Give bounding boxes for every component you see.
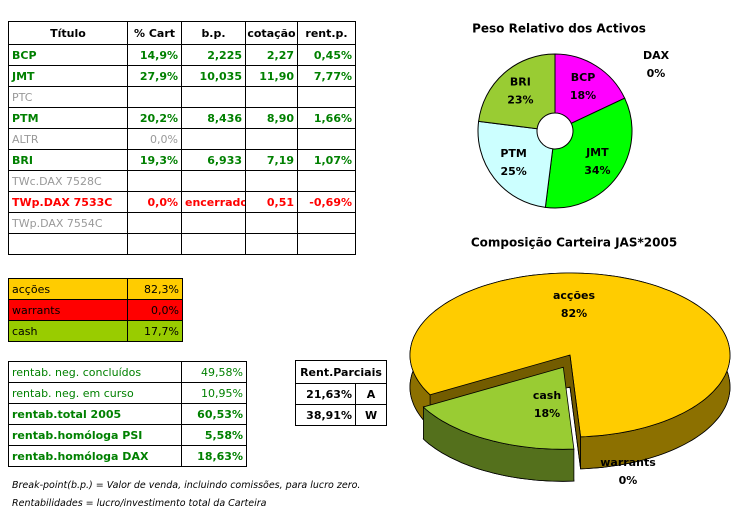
slice-value-label: 0% bbox=[647, 67, 666, 80]
slice-label: DAX bbox=[643, 49, 670, 62]
cell bbox=[297, 233, 356, 255]
slice-value-label: 82% bbox=[561, 307, 587, 320]
cell: W bbox=[354, 404, 388, 426]
row: cash 17,7% bbox=[8, 320, 183, 342]
note: Break-point(b.p.) = Valor de venda, incl… bbox=[12, 480, 361, 491]
slice bbox=[477, 120, 554, 208]
positions-table: Título% Cart b.p. cotação rent.p. BCP 14,9% 2,… bbox=[8, 21, 356, 255]
row: TWc.DAX 7528C bbox=[8, 170, 356, 192]
slice-label: acções bbox=[553, 289, 595, 302]
row: rentab. neg. em curso 10,95% bbox=[8, 382, 247, 404]
cell: 5,58% bbox=[181, 424, 247, 446]
slice-value-label: 18% bbox=[570, 89, 596, 102]
slice bbox=[409, 272, 731, 438]
row bbox=[8, 233, 356, 255]
note: Rentabilidades = lucro/investimento tota… bbox=[12, 498, 267, 509]
cell: -0,69% bbox=[297, 191, 356, 213]
slice-label: JMT bbox=[585, 146, 609, 159]
cell: cash bbox=[8, 320, 128, 342]
cell: 17,7% bbox=[127, 320, 183, 342]
returns-table: rentab. neg. concluídos 49,58% rentab. neg… bbox=[8, 361, 247, 467]
slice bbox=[478, 53, 556, 130]
slice-label: BRI bbox=[510, 76, 531, 89]
cell: 38,91% bbox=[295, 404, 356, 426]
cell: PTC bbox=[8, 86, 128, 108]
row: rentab.homóloga PSI 5,58% bbox=[8, 424, 247, 446]
header-cell: cotação bbox=[245, 21, 298, 45]
cell: rentab.homóloga DAX bbox=[8, 445, 182, 467]
cell: 14,9% bbox=[127, 44, 182, 66]
cell: 7,19 bbox=[245, 149, 298, 171]
cell: 60,53% bbox=[181, 403, 247, 425]
slice-value-label: 0% bbox=[619, 474, 638, 487]
row: 21,63% A bbox=[295, 383, 388, 405]
slice-label: cash bbox=[533, 389, 561, 402]
row: PTC bbox=[8, 86, 356, 108]
cell: rentab.homóloga PSI bbox=[8, 424, 182, 446]
cell: A bbox=[354, 383, 388, 405]
slice-label: PTM bbox=[500, 147, 527, 160]
row: 38,91% W bbox=[295, 404, 388, 426]
slice-label: warrants bbox=[600, 456, 656, 469]
cell: TWp.DAX 7554C bbox=[8, 212, 128, 234]
chart-title: Peso Relativo dos Activos bbox=[472, 22, 646, 36]
cell: 18,63% bbox=[181, 445, 247, 467]
cell: TWc.DAX 7528C bbox=[8, 170, 128, 192]
header-cell: Título bbox=[8, 21, 128, 45]
row: BCP 14,9% 2,225 2,27 0,45% bbox=[8, 44, 356, 66]
slice-value-label: 34% bbox=[584, 164, 610, 177]
allocation-table: acções 82,3% warrants 0,0% cash 17,7% bbox=[8, 278, 183, 342]
slice-value-label: 18% bbox=[534, 407, 560, 420]
slice-label: BCP bbox=[571, 71, 596, 84]
cell: 0,0% bbox=[127, 128, 182, 150]
row: TWp.DAX 7554C bbox=[8, 212, 356, 234]
chart-title: Composição Carteira JAS*2005 bbox=[471, 236, 677, 250]
row: ALTR 0,0% bbox=[8, 128, 356, 150]
slice bbox=[422, 366, 575, 450]
row: TWp.DAX 7533C 0,0% encerrado 0,51 -0,69% bbox=[8, 191, 356, 213]
row: JMT 27,9% 10,035 11,90 7,77% bbox=[8, 65, 356, 87]
header-cell: rent.p. bbox=[297, 21, 356, 45]
slice-value-label: 25% bbox=[500, 165, 526, 178]
slice-value-label: 23% bbox=[507, 94, 533, 107]
header-row: Título% Cart b.p. cotação rent.p. bbox=[8, 21, 356, 45]
slice bbox=[569, 354, 581, 437]
cell: 0,0% bbox=[127, 299, 183, 321]
cell: 20,2% bbox=[127, 107, 182, 129]
cell: encerrado bbox=[181, 191, 246, 213]
cell: 1,66% bbox=[297, 107, 356, 129]
cell: 7,77% bbox=[297, 65, 356, 87]
row: PTM 20,2% 8,436 8,90 1,66% bbox=[8, 107, 356, 129]
cell: rentab. neg. concluídos bbox=[8, 361, 182, 383]
row: warrants 0,0% bbox=[8, 299, 183, 321]
row: BRI 19,3% 6,933 7,19 1,07% bbox=[8, 149, 356, 171]
slice bbox=[544, 97, 633, 209]
cell: 82,3% bbox=[127, 278, 183, 300]
row: rentab.homóloga DAX 18,63% bbox=[8, 445, 247, 467]
partials-table: Rent.Parciais 21,63% A 38,91% W bbox=[294, 360, 388, 426]
header-cell: % Cart bbox=[127, 21, 182, 45]
